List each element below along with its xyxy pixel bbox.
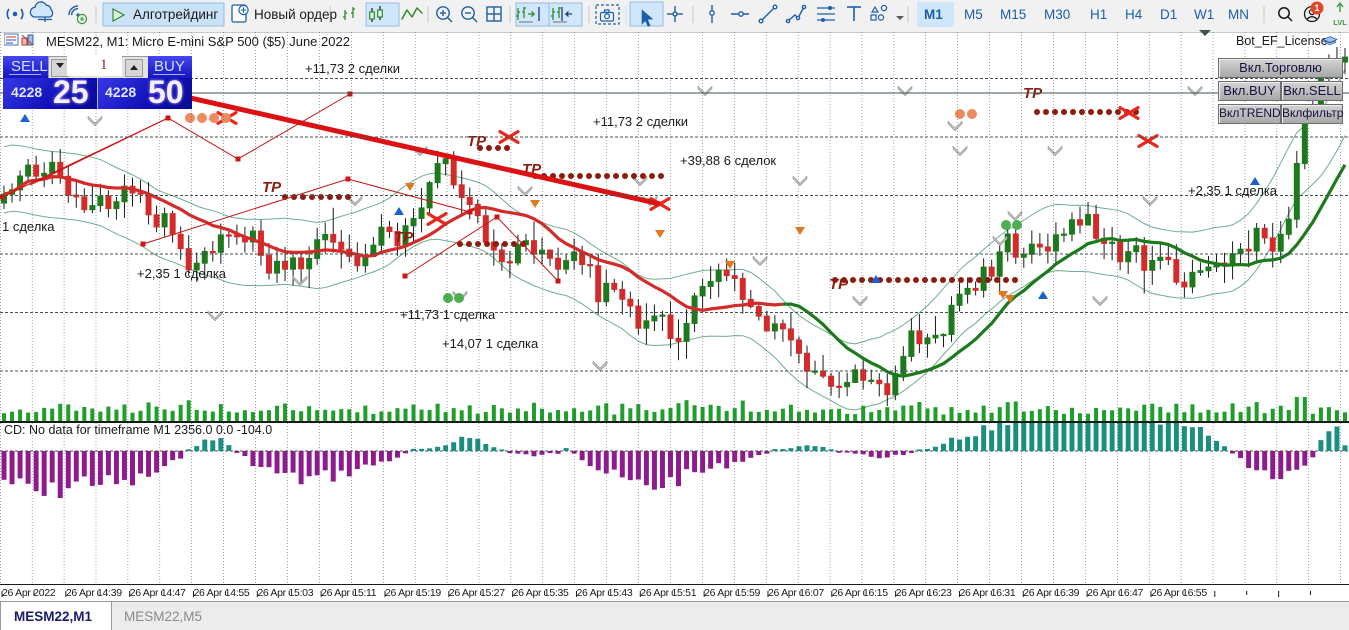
svg-text:+11,73 1 сделка: +11,73 1 сделка <box>400 307 496 322</box>
svg-text:LVL: LVL <box>1333 18 1347 27</box>
svg-text:TP: TP <box>1023 85 1043 102</box>
svg-text:W1: W1 <box>1194 7 1214 22</box>
svg-text:+11,73 2 сделки: +11,73 2 сделки <box>305 61 400 76</box>
svg-text:+2,35 1 сделка: +2,35 1 сделка <box>137 266 227 281</box>
svg-text:+14,07 1 сделка: +14,07 1 сделка <box>442 336 539 351</box>
svg-text:+39,88 6 сделок: +39,88 6 сделок <box>680 153 776 168</box>
svg-text:TP: TP <box>394 229 414 246</box>
svg-text:M5: M5 <box>964 7 983 22</box>
svg-text:1: 1 <box>1314 3 1320 14</box>
svg-text:MN: MN <box>1228 7 1249 22</box>
svg-text:Новый ордер: Новый ордер <box>254 7 337 22</box>
svg-text:+2,35 1 сделка: +2,35 1 сделка <box>1188 183 1278 198</box>
svg-text:M30: M30 <box>1044 7 1070 22</box>
svg-text:H1: H1 <box>1090 7 1107 22</box>
svg-text:1 сделка: 1 сделка <box>2 219 55 234</box>
svg-text:Алготрейдинг: Алготрейдинг <box>133 7 218 22</box>
svg-text:M15: M15 <box>1000 7 1026 22</box>
svg-text:+11,73 2 сделки: +11,73 2 сделки <box>593 114 688 129</box>
svg-text:M1: M1 <box>924 7 943 22</box>
svg-text:TP: TP <box>262 179 282 196</box>
svg-text:D1: D1 <box>1160 7 1177 22</box>
svg-text:H4: H4 <box>1125 7 1143 22</box>
